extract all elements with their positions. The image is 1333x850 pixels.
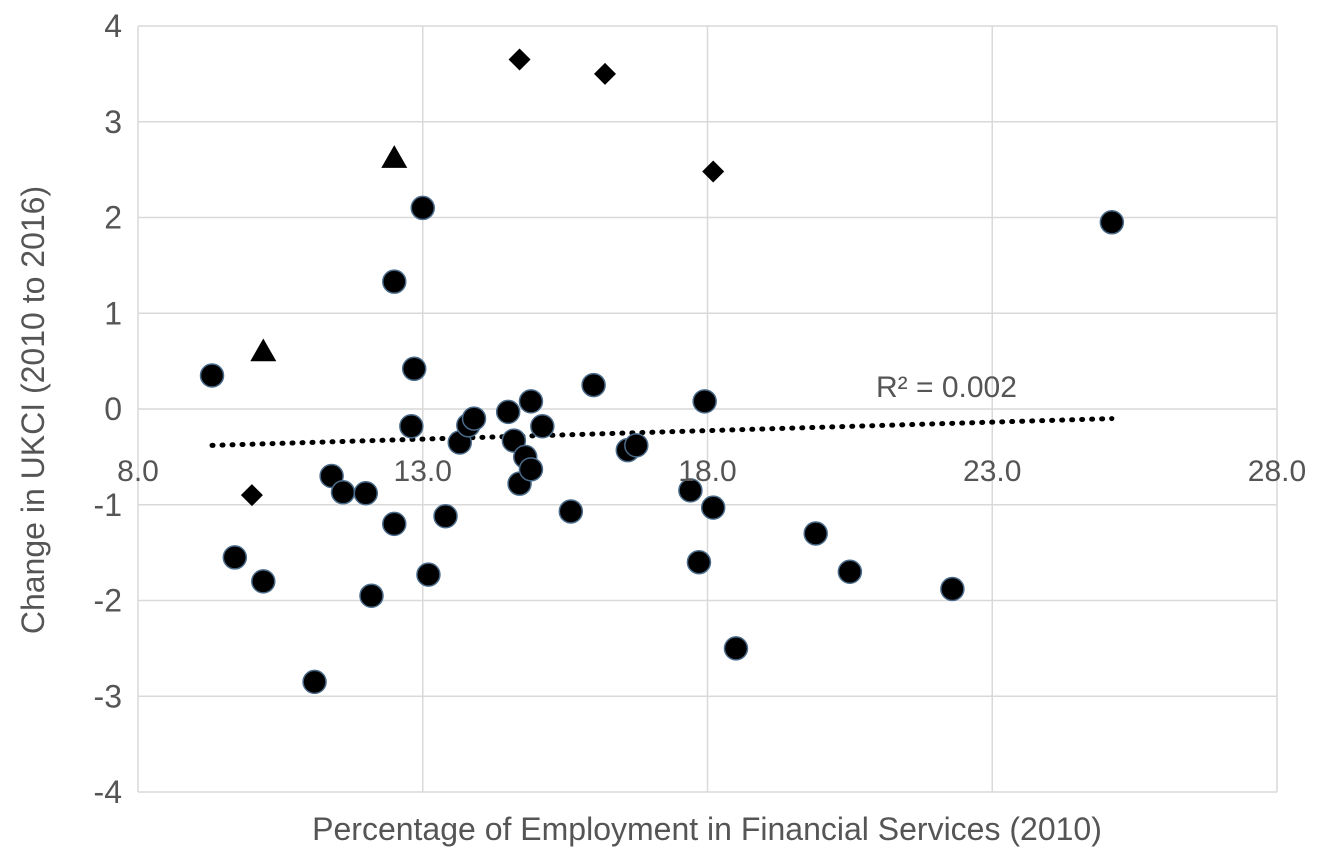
diamond-marker	[593, 62, 616, 85]
x-axis-title: Percentage of Employment in Financial Se…	[312, 811, 1102, 847]
trendline	[209, 416, 1115, 448]
circle-marker	[382, 269, 407, 294]
y-tick-label: 3	[104, 104, 122, 140]
y-tick-label: 0	[104, 391, 122, 427]
circle-marker	[416, 562, 441, 587]
circle-marker	[1099, 210, 1125, 235]
circle-marker	[359, 583, 384, 608]
tick-labels: 4 3 2 1 0 -1 -2 -3 -4 8.0 13.0 18.0 23.0 28.0	[94, 8, 1307, 810]
circle-marker	[399, 413, 424, 439]
circle-marker	[461, 406, 487, 431]
diamond-marker	[240, 484, 263, 507]
circle-marker	[401, 356, 427, 382]
circle-marker	[837, 559, 863, 585]
y-tick-label: 2	[104, 200, 122, 236]
diamond-marker	[508, 48, 531, 71]
x-tick-label: 13.0	[394, 455, 452, 488]
circle-marker	[330, 480, 356, 505]
circle-marker	[686, 549, 712, 575]
triangle-marker	[381, 145, 408, 168]
circle-marker	[433, 503, 458, 529]
circle-marker	[495, 399, 521, 425]
circle-marker	[410, 195, 435, 221]
circle-marker	[624, 433, 649, 458]
circle-marker	[518, 389, 544, 414]
circle-marker	[382, 511, 407, 537]
circle-marker	[558, 499, 584, 524]
circle-marker	[581, 372, 606, 398]
circle-marker	[678, 478, 703, 503]
circle-marker	[353, 481, 379, 506]
y-tick-label: -2	[94, 583, 122, 619]
y-tick-label: 1	[104, 295, 122, 331]
circle-marker	[302, 669, 327, 695]
x-tick-label: 23.0	[963, 455, 1021, 488]
x-tick-label: 18.0	[678, 455, 736, 488]
x-tick-label: 28.0	[1248, 455, 1306, 488]
circle-marker	[251, 569, 276, 594]
circle-marker	[940, 576, 965, 602]
data-points	[199, 48, 1125, 695]
y-tick-label: 4	[104, 8, 122, 44]
triangle-marker	[250, 338, 277, 362]
circle-marker	[518, 457, 544, 482]
circle-marker	[723, 636, 749, 661]
r-squared-label: R² = 0.002	[876, 371, 1017, 404]
y-tick-label: -4	[94, 774, 122, 810]
y-tick-label: -3	[94, 678, 122, 714]
x-tick-label: 8.0	[117, 455, 159, 488]
y-tick-label: -1	[94, 487, 122, 523]
circle-marker	[692, 389, 717, 414]
circle-marker	[222, 545, 248, 570]
circle-marker	[530, 413, 555, 439]
circle-marker	[803, 521, 828, 546]
diamond-marker	[702, 160, 725, 183]
trendline-group	[209, 416, 1115, 448]
y-axis-title: Change in UKCI (2010 to 2016)	[15, 186, 51, 634]
circle-marker	[700, 495, 726, 520]
circle-marker	[199, 363, 225, 388]
